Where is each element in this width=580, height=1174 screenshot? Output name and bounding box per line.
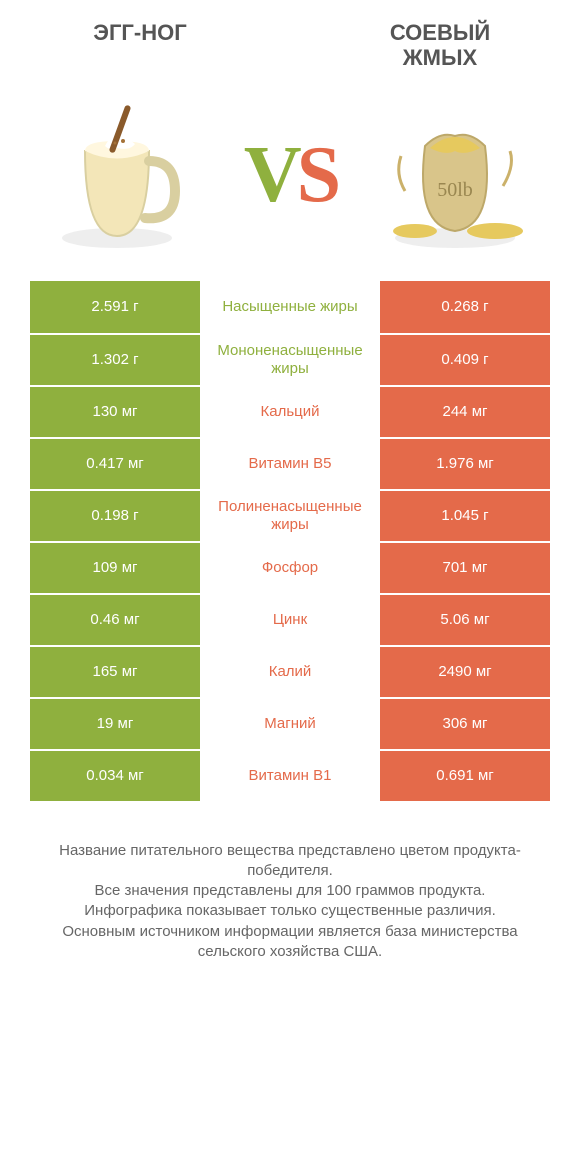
nutrient-left-value: 0.46 мг bbox=[30, 595, 200, 645]
product-images-row: VS 50lb bbox=[30, 81, 550, 281]
vs-s: S bbox=[297, 131, 337, 219]
vs-label: VS bbox=[244, 130, 336, 221]
nutrient-label: Фосфор bbox=[200, 543, 380, 593]
nutrient-left-value: 0.417 мг bbox=[30, 439, 200, 489]
footer-line: Название питательного вещества представл… bbox=[40, 841, 540, 882]
nutrient-right-value: 701 мг bbox=[380, 543, 550, 593]
nutrient-right-value: 244 мг bbox=[380, 387, 550, 437]
nutrient-left-value: 165 мг bbox=[30, 647, 200, 697]
nutrient-label: Насыщенные жиры bbox=[200, 281, 380, 333]
nutrient-right-value: 306 мг bbox=[380, 699, 550, 749]
product-right-image: 50lb bbox=[370, 91, 540, 261]
nutrient-label: Магний bbox=[200, 699, 380, 749]
nutrient-row: 130 мгКальций244 мг bbox=[30, 385, 550, 437]
vs-v: V bbox=[244, 131, 297, 219]
nutrient-left-value: 0.034 мг bbox=[30, 751, 200, 801]
nutrient-row: 165 мгКалий2490 мг bbox=[30, 645, 550, 697]
nutrient-right-value: 0.691 мг bbox=[380, 751, 550, 801]
nutrient-row: 2.591 гНасыщенные жиры0.268 г bbox=[30, 281, 550, 333]
infographic: ЭГГ-НОГ СОЕВЫЙ ЖМЫХ VS bbox=[0, 0, 580, 972]
footer-line: Инфографика показывает только существенн… bbox=[40, 901, 540, 921]
nutrient-left-value: 1.302 г bbox=[30, 335, 200, 385]
nutrient-label: Витамин B5 bbox=[200, 439, 380, 489]
nutrient-right-value: 0.268 г bbox=[380, 281, 550, 333]
nutrient-table: 2.591 гНасыщенные жиры0.268 г1.302 гМоно… bbox=[30, 281, 550, 801]
nutrient-row: 0.034 мгВитамин B10.691 мг bbox=[30, 749, 550, 801]
footer-notes: Название питательного вещества представл… bbox=[30, 841, 550, 963]
product-left-image bbox=[40, 91, 210, 261]
product-left-title: ЭГГ-НОГ bbox=[50, 20, 230, 45]
nutrient-left-value: 19 мг bbox=[30, 699, 200, 749]
header: ЭГГ-НОГ СОЕВЫЙ ЖМЫХ bbox=[30, 20, 550, 81]
nutrient-row: 19 мгМагний306 мг bbox=[30, 697, 550, 749]
nutrient-right-value: 2490 мг bbox=[380, 647, 550, 697]
nutrient-label: Полиненасыщенные жиры bbox=[200, 491, 380, 541]
svg-text:50lb: 50lb bbox=[437, 179, 473, 201]
footer-line: Все значения представлены для 100 граммо… bbox=[40, 881, 540, 901]
nutrient-left-value: 2.591 г bbox=[30, 281, 200, 333]
nutrient-label: Калий bbox=[200, 647, 380, 697]
nutrient-right-value: 5.06 мг bbox=[380, 595, 550, 645]
nutrient-label: Цинк bbox=[200, 595, 380, 645]
nutrient-right-value: 1.976 мг bbox=[380, 439, 550, 489]
nutrient-row: 109 мгФосфор701 мг bbox=[30, 541, 550, 593]
nutrient-right-value: 0.409 г bbox=[380, 335, 550, 385]
nutrient-row: 0.198 гПолиненасыщенные жиры1.045 г bbox=[30, 489, 550, 541]
nutrient-left-value: 109 мг bbox=[30, 543, 200, 593]
nutrient-row: 1.302 гМононенасыщенные жиры0.409 г bbox=[30, 333, 550, 385]
nutrient-label: Кальций bbox=[200, 387, 380, 437]
nutrient-left-value: 130 мг bbox=[30, 387, 200, 437]
nutrient-left-value: 0.198 г bbox=[30, 491, 200, 541]
nutrient-right-value: 1.045 г bbox=[380, 491, 550, 541]
nutrient-label: Мононенасыщенные жиры bbox=[200, 335, 380, 385]
product-right-title: СОЕВЫЙ ЖМЫХ bbox=[350, 20, 530, 71]
nutrient-row: 0.46 мгЦинк5.06 мг bbox=[30, 593, 550, 645]
nutrient-label: Витамин B1 bbox=[200, 751, 380, 801]
footer-line: Основным источником информации является … bbox=[40, 922, 540, 963]
nutrient-row: 0.417 мгВитамин B51.976 мг bbox=[30, 437, 550, 489]
